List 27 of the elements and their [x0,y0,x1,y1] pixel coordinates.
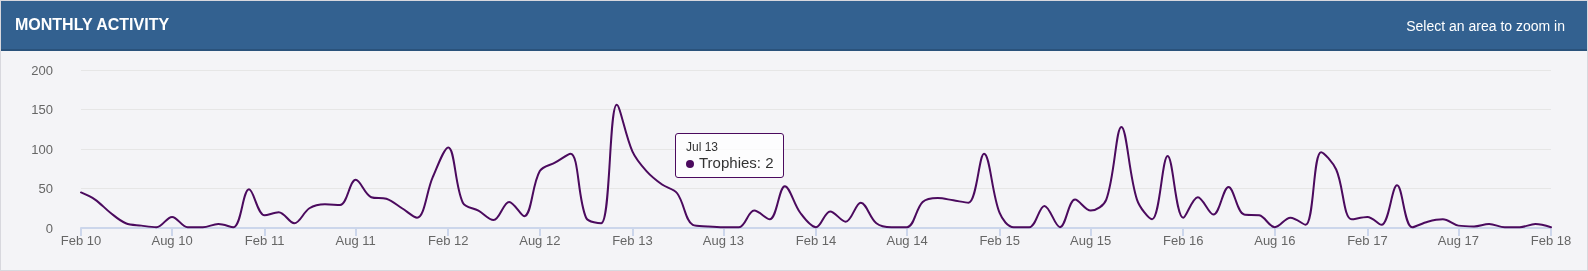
y-tick-label: 50 [38,181,53,196]
y-tick-label: 150 [31,102,53,117]
chart-subtitle: Select an area to zoom in [1406,18,1565,34]
y-tick-label: 200 [31,62,53,78]
x-tick-label: Feb 15 [979,233,1020,248]
annotation: Jul 13 [686,140,719,154]
x-tick-label: Aug 16 [1254,233,1296,248]
x-tick-label: Feb 12 [428,233,469,248]
annotation: Trophies: 2 [699,154,774,171]
tooltip-callout: Jul 13 Trophies: 2 [675,133,785,178]
x-tick-label: Feb 10 [60,233,102,248]
x-tick-label: Aug 14 [886,233,928,248]
x-tick-label: Feb 13 [612,233,653,248]
x-tick-label: Feb 18 [1530,233,1572,248]
x-tick-label: Aug 11 [335,233,376,248]
y-tick-label: 0 [45,220,53,236]
x-tick-label: Aug 15 [1070,233,1112,248]
x-tick-label: Aug 12 [519,233,561,248]
x-tick-label: Feb 17 [1347,233,1388,248]
x-tick-label: Feb 14 [795,233,837,248]
x-tick-label: Aug 17 [1437,233,1480,248]
chart-title: MONTHLY ACTIVITY [15,16,170,34]
x-tick-label: Feb 11 [244,233,285,248]
x-tick-label: Feb 16 [1163,233,1204,248]
x-tick-label: Aug 10 [151,233,193,248]
y-tick-label: 100 [31,141,53,157]
x-tick-label: Aug 13 [702,233,745,248]
